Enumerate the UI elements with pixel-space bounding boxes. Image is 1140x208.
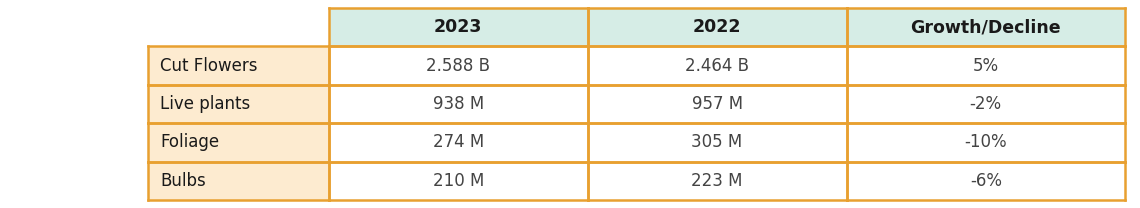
Text: 957 M: 957 M (692, 95, 742, 113)
Bar (148, 46, 328, 85)
Text: 2022: 2022 (693, 18, 741, 36)
Bar (847, 46, 1125, 85)
Bar (148, 162, 328, 200)
Text: 938 M: 938 M (432, 95, 483, 113)
Bar (587, 8, 847, 46)
Bar (587, 46, 847, 85)
Bar (587, 123, 847, 162)
Bar (587, 85, 847, 123)
Bar (847, 162, 1125, 200)
Bar (328, 46, 587, 85)
Text: 5%: 5% (972, 57, 999, 75)
Bar (328, 8, 587, 46)
Bar (847, 8, 1125, 46)
Text: 274 M: 274 M (432, 133, 483, 151)
Text: -10%: -10% (964, 133, 1007, 151)
Bar (328, 85, 587, 123)
Text: 210 M: 210 M (432, 172, 483, 190)
Bar (148, 85, 328, 123)
Bar (148, 8, 328, 46)
Bar (847, 123, 1125, 162)
Text: Cut Flowers: Cut Flowers (160, 57, 258, 75)
Bar (148, 123, 328, 162)
Text: Foliage: Foliage (160, 133, 219, 151)
Text: 223 M: 223 M (691, 172, 743, 190)
Text: 2.588 B: 2.588 B (426, 57, 490, 75)
Text: -6%: -6% (970, 172, 1002, 190)
Text: -2%: -2% (970, 95, 1002, 113)
Bar (587, 162, 847, 200)
Text: Bulbs: Bulbs (160, 172, 205, 190)
Text: Growth/Decline: Growth/Decline (911, 18, 1061, 36)
Bar (328, 123, 587, 162)
Bar (847, 85, 1125, 123)
Text: 305 M: 305 M (692, 133, 743, 151)
Text: 2023: 2023 (434, 18, 482, 36)
Bar (328, 162, 587, 200)
Text: Live plants: Live plants (160, 95, 251, 113)
Text: 2.464 B: 2.464 B (685, 57, 749, 75)
